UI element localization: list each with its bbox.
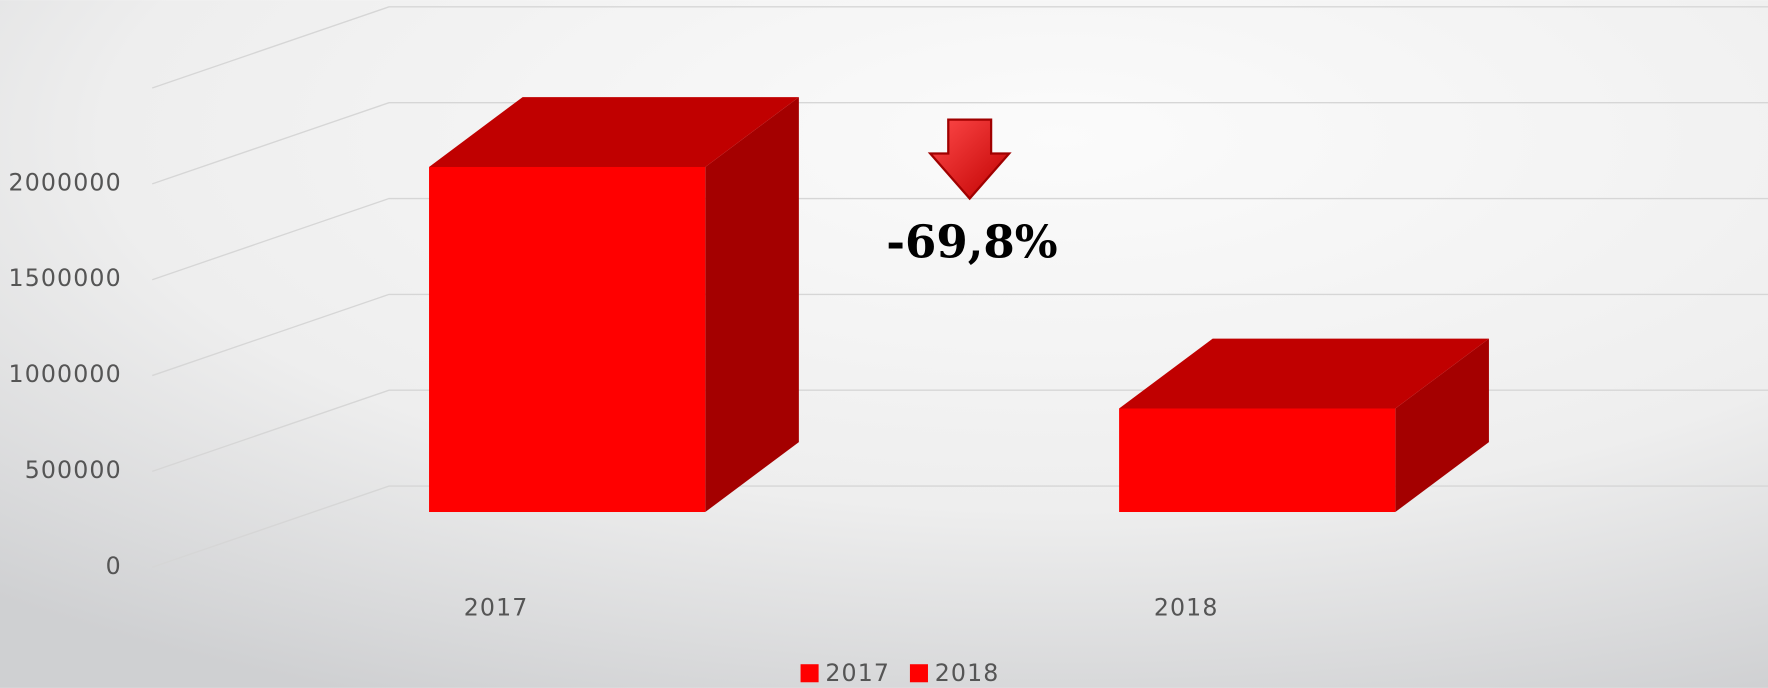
x-tick-label: 2017 [464,593,529,621]
bar-side [705,97,799,513]
y-tick-label: 1500000 [9,264,122,292]
down-arrow-icon [927,118,1012,201]
bar-top [1119,338,1489,409]
legend-swatch [800,664,819,683]
bars [429,97,1489,513]
grid [151,6,1768,568]
annotation: -69,8% [886,215,1057,268]
grid-line [151,293,1768,377]
bar [429,166,706,513]
grid-line [151,6,1768,89]
bar-top [429,97,799,167]
legend-label: 2018 [935,659,1000,687]
grid-line [151,197,1768,281]
y-tick-label: 1000000 [9,360,122,388]
legend-swatch [909,664,928,683]
legend-label: 2017 [825,659,890,687]
bar [1119,408,1396,513]
y-tick-label: 0 [106,552,122,580]
y-tick-label: 2000000 [9,168,122,196]
y-tick-label: 500000 [25,456,122,484]
x-tick-label: 2018 [1154,593,1219,621]
grid-line [151,102,1768,185]
bar-side [1395,338,1489,513]
